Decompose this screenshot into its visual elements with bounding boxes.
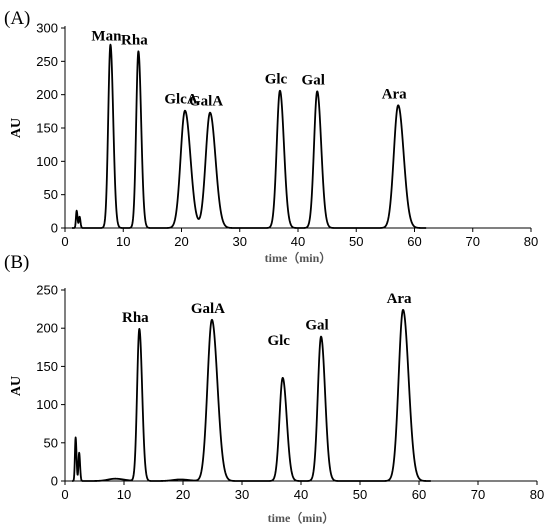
y-tick-label: 250 (36, 54, 58, 69)
x-tick-label: 60 (407, 234, 421, 249)
y-tick-label: 50 (44, 435, 58, 450)
y-axis-title: AU (9, 376, 24, 396)
peak-label: GalA (189, 94, 223, 110)
x-tick-label: 20 (174, 234, 188, 249)
y-tick-label: 100 (36, 154, 58, 169)
x-tick-label: 60 (412, 487, 426, 502)
y-tick-label: 0 (51, 221, 58, 236)
peak-label: GlcA (164, 92, 197, 108)
x-axis-title: time（min） (268, 510, 335, 525)
peak-label: Rha (121, 32, 148, 48)
peak-label: Ara (382, 86, 407, 102)
peak-label: Ara (387, 291, 412, 307)
x-tick-label: 30 (233, 234, 247, 249)
y-tick-label: 200 (36, 321, 58, 336)
chromatogram-panel-a: (A) 0 50 100 150 200 250 300 0 10 20 30 40 50 60 70 80 AU… (4, 8, 538, 265)
peak-label: Glc (265, 72, 288, 88)
chromatogram-panel-b: (B) 0 50 100 150 200 250 0 10 20 30 40 50 60 70 80 AU tim… (4, 252, 544, 525)
x-tick-label: 70 (471, 487, 485, 502)
y-tick-label: 300 (36, 21, 58, 36)
peak-label: Rha (122, 310, 149, 326)
panel-label: (B) (4, 252, 29, 273)
chromatogram-trace (71, 43, 427, 229)
y-tick-label: 200 (36, 87, 58, 102)
x-tick-label: 10 (116, 234, 130, 249)
y-tick-label: 250 (36, 283, 58, 298)
peak-label: GalA (191, 301, 225, 317)
y-tick-label: 50 (44, 187, 58, 202)
x-tick-label: 50 (349, 234, 363, 249)
peak-label: Glc (267, 333, 290, 349)
x-tick-label: 80 (530, 487, 544, 502)
panel-label: (A) (4, 8, 30, 29)
y-tick-label: 0 (51, 474, 58, 489)
x-tick-label: 0 (61, 487, 68, 502)
x-tick-label: 80 (524, 234, 538, 249)
x-tick-label: 20 (176, 487, 190, 502)
y-tick-label: 150 (36, 359, 58, 374)
chromatogram-trace (71, 309, 432, 482)
peak-label: Man (91, 29, 122, 45)
x-tick-label: 40 (291, 234, 305, 249)
x-tick-label: 30 (235, 487, 249, 502)
x-axis-title: time（min） (265, 250, 332, 265)
x-tick-label: 70 (466, 234, 480, 249)
x-tick-label: 40 (294, 487, 308, 502)
x-tick-label: 0 (61, 234, 68, 249)
peak-label: Gal (302, 72, 325, 88)
y-tick-label: 100 (36, 397, 58, 412)
y-tick-label: 150 (36, 121, 58, 136)
peak-label: Gal (305, 318, 328, 334)
x-tick-label: 50 (353, 487, 367, 502)
y-axis-title: AU (9, 118, 24, 138)
x-tick-label: 10 (117, 487, 131, 502)
